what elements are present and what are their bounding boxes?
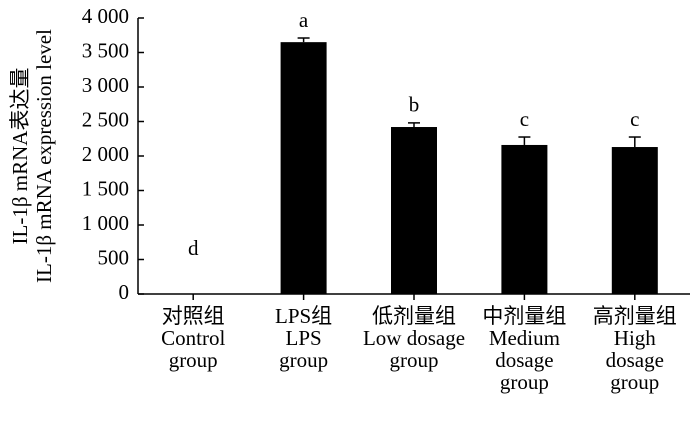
x-tick-label: group bbox=[610, 370, 659, 394]
x-tick-label: 中剂量组 bbox=[482, 304, 566, 328]
annotation: c bbox=[630, 107, 639, 131]
x-tick-label: group bbox=[279, 348, 328, 372]
annotation: c bbox=[520, 107, 529, 131]
x-tick-label: Control bbox=[161, 326, 225, 350]
x-tick-label: 对照组 bbox=[162, 304, 225, 328]
y-tick-label: 1 500 bbox=[82, 176, 129, 200]
annotation: d bbox=[188, 236, 199, 260]
y-axis-label: IL-1β mRNA expression level bbox=[32, 29, 56, 283]
y-tick-label: 1 000 bbox=[82, 211, 129, 235]
bar bbox=[611, 147, 658, 294]
bar bbox=[501, 144, 548, 294]
x-tick-label: Medium bbox=[489, 326, 560, 350]
y-axis-label: IL-1β mRNA表达量 bbox=[8, 68, 32, 245]
annotation: a bbox=[299, 8, 309, 32]
y-tick-label: 3 500 bbox=[82, 38, 129, 62]
y-tick-label: 500 bbox=[98, 245, 130, 269]
x-tick-label: 低剂量组 bbox=[372, 304, 456, 328]
x-tick-label: 高剂量组 bbox=[593, 304, 677, 328]
bar bbox=[391, 127, 437, 295]
x-tick-label: group bbox=[390, 348, 439, 372]
x-tick-label: LPS组 bbox=[275, 304, 332, 328]
bar bbox=[280, 42, 327, 295]
y-tick-label: 4 000 bbox=[82, 4, 129, 28]
y-tick-label: 3 000 bbox=[82, 73, 129, 97]
y-tick-label: 0 bbox=[119, 280, 130, 304]
annotation: b bbox=[409, 93, 420, 117]
x-tick-label: LPS bbox=[286, 326, 322, 350]
x-tick-label: High bbox=[614, 326, 657, 350]
x-tick-label: group bbox=[169, 348, 218, 372]
y-tick-label: 2 000 bbox=[82, 142, 129, 166]
x-tick-label: dosage bbox=[495, 348, 553, 372]
x-tick-label: group bbox=[500, 370, 549, 394]
y-tick-label: 2 500 bbox=[82, 107, 129, 131]
x-tick-label: Low dosage bbox=[363, 326, 465, 350]
x-tick-label: dosage bbox=[606, 348, 664, 372]
